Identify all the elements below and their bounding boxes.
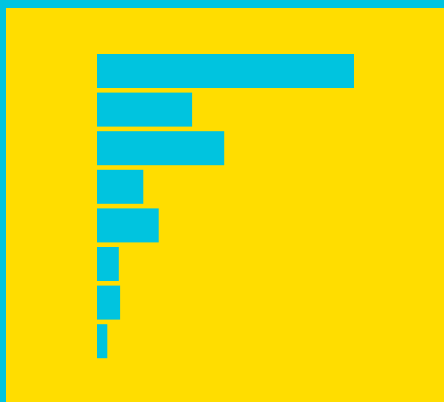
bar-2 xyxy=(97,92,193,127)
bar-7 xyxy=(97,285,121,320)
bar-4 xyxy=(97,169,144,204)
bar-5 xyxy=(97,208,159,243)
bar-6 xyxy=(97,247,119,281)
bar-1 xyxy=(97,54,354,88)
bar-3 xyxy=(97,131,225,166)
bar-8 xyxy=(97,324,108,359)
